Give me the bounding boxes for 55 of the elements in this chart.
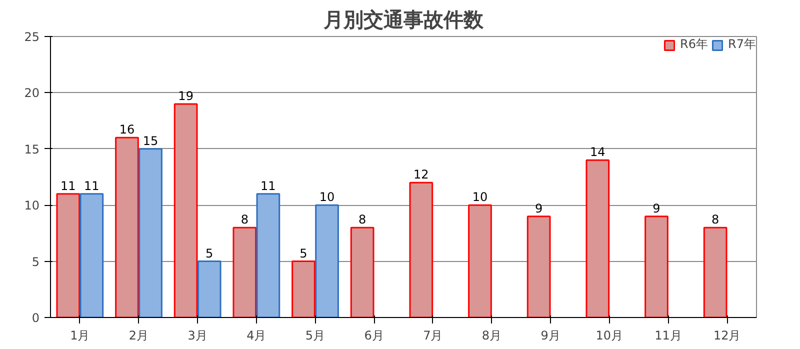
legend-label: R6年: [680, 36, 708, 53]
x-tick-label: 6月: [364, 328, 384, 342]
y-tick-label: 10: [24, 198, 40, 213]
bar: [468, 204, 492, 318]
legend-label: R7年: [728, 36, 756, 53]
x-tick-label: 3月: [188, 328, 208, 342]
data-label: 8: [240, 212, 248, 227]
x-tick-label: 10月: [596, 328, 624, 342]
x-tick-label: 9月: [540, 328, 560, 342]
y-tick-label: 20: [24, 86, 40, 100]
bar: [197, 260, 222, 318]
bar: [115, 136, 139, 318]
x-tick-label: 12月: [713, 328, 741, 342]
y-tick-label: 25: [24, 30, 40, 44]
bar: [256, 193, 280, 318]
x-tick-label: 4月: [246, 328, 266, 342]
data-label: 10: [472, 190, 488, 204]
data-label: 15: [142, 134, 158, 148]
bar: [56, 193, 80, 318]
data-label: 8: [712, 212, 720, 227]
bar: [292, 260, 316, 318]
data-label: 5: [206, 246, 214, 260]
bar: [232, 226, 257, 318]
bar: [80, 193, 104, 318]
data-label: 11: [260, 178, 276, 193]
data-label: 16: [119, 122, 135, 137]
data-label: 11: [84, 178, 100, 193]
bar: [350, 226, 374, 318]
data-label: 12: [414, 168, 429, 182]
data-label: 19: [178, 88, 194, 103]
bar: [315, 204, 339, 318]
bar: [174, 103, 198, 318]
x-tick-label: 5月: [305, 328, 326, 342]
data-label: 5: [300, 246, 308, 260]
x-tick-label: 11月: [654, 328, 682, 342]
data-label: 9: [535, 201, 543, 216]
data-label: 10: [319, 190, 335, 204]
data-label: 9: [652, 201, 660, 216]
chart-title: 月別交通事故件数: [322, 8, 484, 32]
data-label: 8: [358, 212, 366, 227]
x-tick-label: 7月: [423, 328, 443, 342]
y-tick-label: 0: [32, 311, 40, 325]
x-tick-label: 1月: [70, 328, 90, 342]
bar: [409, 182, 434, 318]
y-tick-label: 15: [24, 142, 40, 156]
data-label: 11: [60, 178, 76, 193]
bar: [526, 216, 551, 318]
y-tick-label: 5: [32, 254, 40, 269]
bar: [644, 216, 668, 318]
bar: [586, 159, 610, 318]
bar: [703, 226, 728, 318]
x-tick-label: 2月: [128, 328, 149, 342]
x-tick-label: 8月: [482, 328, 502, 342]
bar: [138, 148, 162, 318]
data-label: 14: [590, 145, 606, 160]
